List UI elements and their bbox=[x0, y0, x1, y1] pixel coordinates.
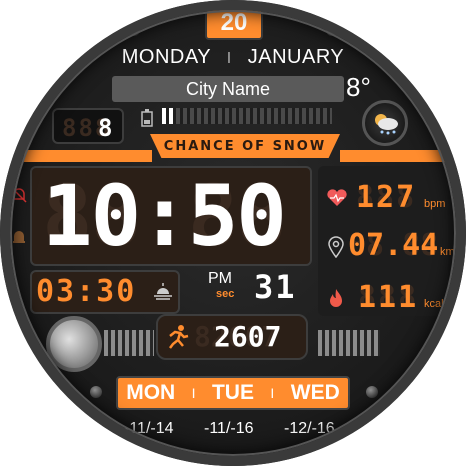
running-person-icon bbox=[166, 324, 190, 350]
day-badge[interactable]: 20 bbox=[205, 6, 263, 40]
battery-ghost-digits: 888 bbox=[62, 114, 112, 142]
battery-digit: 8 bbox=[98, 114, 115, 142]
screw bbox=[428, 118, 440, 130]
sunrise-time: 03:30 bbox=[36, 274, 137, 309]
screw bbox=[90, 386, 102, 398]
distance-unit: km bbox=[440, 246, 455, 258]
forecast-temp-2: -11/-16 bbox=[204, 420, 254, 437]
seconds: 31 bbox=[254, 268, 297, 306]
calories-value: 111 bbox=[358, 280, 419, 315]
flame-icon[interactable] bbox=[328, 288, 344, 308]
date-separator: I bbox=[226, 50, 232, 67]
orange-rail-right bbox=[340, 150, 450, 162]
orange-rail-left bbox=[24, 150, 152, 162]
main-time[interactable]: 10:50 bbox=[42, 167, 287, 265]
weekday-label: MONDAY bbox=[121, 46, 211, 68]
bell-icon[interactable] bbox=[10, 228, 30, 248]
sunrise-panel[interactable] bbox=[30, 270, 180, 314]
battery-icon bbox=[140, 108, 154, 128]
left-decor-stripes bbox=[104, 330, 154, 356]
forecast-day-2: TUE bbox=[211, 381, 254, 404]
steps-panel[interactable] bbox=[156, 314, 308, 360]
weather-button[interactable] bbox=[362, 100, 408, 146]
forecast-separator-1: I bbox=[191, 385, 196, 401]
city-bar[interactable]: City Name bbox=[112, 76, 344, 102]
forecast-bar[interactable]: MON I TUE I WED bbox=[116, 376, 350, 410]
partly-cloudy-snow-icon bbox=[375, 114, 398, 135]
sunrise-icon bbox=[152, 282, 174, 302]
battery-panel[interactable]: 888 8 bbox=[52, 108, 124, 144]
calories-ghost: 888 bbox=[358, 280, 419, 315]
day-number: 20 bbox=[220, 9, 248, 36]
heart-ghost: 888 bbox=[356, 180, 417, 215]
right-decor-stripes bbox=[318, 330, 380, 356]
month-label: JANUARY bbox=[247, 46, 345, 68]
forecast-temp-3: -12/-16 bbox=[284, 420, 335, 437]
date-line: MONDAY I JANUARY bbox=[0, 46, 466, 69]
steps-value: 2607 bbox=[214, 320, 282, 353]
screw bbox=[326, 24, 338, 36]
weather-condition-banner[interactable]: CHANCE OF SNOW bbox=[150, 134, 340, 158]
weather-condition: CHANCE OF SNOW bbox=[163, 138, 327, 154]
muted-bell-icon[interactable] bbox=[10, 186, 30, 206]
city-name: City Name bbox=[185, 78, 270, 99]
sec-label: sec bbox=[216, 288, 235, 300]
moon-phase-icon[interactable] bbox=[46, 316, 102, 372]
screw bbox=[26, 118, 38, 130]
heart-unit: bpm bbox=[424, 198, 446, 210]
screw bbox=[366, 386, 378, 398]
ampm-label: PM bbox=[208, 270, 232, 287]
calories-unit: kcal bbox=[424, 298, 444, 310]
forecast-temp-1: -11/-14 bbox=[124, 420, 174, 437]
heart-icon[interactable] bbox=[326, 188, 348, 208]
battery-bar bbox=[162, 108, 332, 124]
time-panel bbox=[30, 166, 312, 266]
distance-value: 07.44 bbox=[348, 228, 439, 263]
forecast-separator-2: I bbox=[270, 385, 275, 401]
forecast-day-1: MON bbox=[126, 381, 176, 404]
steps-ghost: 82607 bbox=[194, 320, 279, 353]
screw bbox=[128, 24, 140, 36]
temperature: 8° bbox=[346, 72, 371, 102]
time-ghost-digits: 88:88 bbox=[42, 167, 287, 265]
location-pin-icon[interactable] bbox=[328, 236, 344, 259]
distance-ghost: 88.88 bbox=[348, 228, 439, 263]
heart-rate-value: 127 bbox=[356, 180, 417, 215]
battery-bar-fill bbox=[162, 108, 176, 124]
forecast-day-3: WED bbox=[290, 381, 340, 404]
